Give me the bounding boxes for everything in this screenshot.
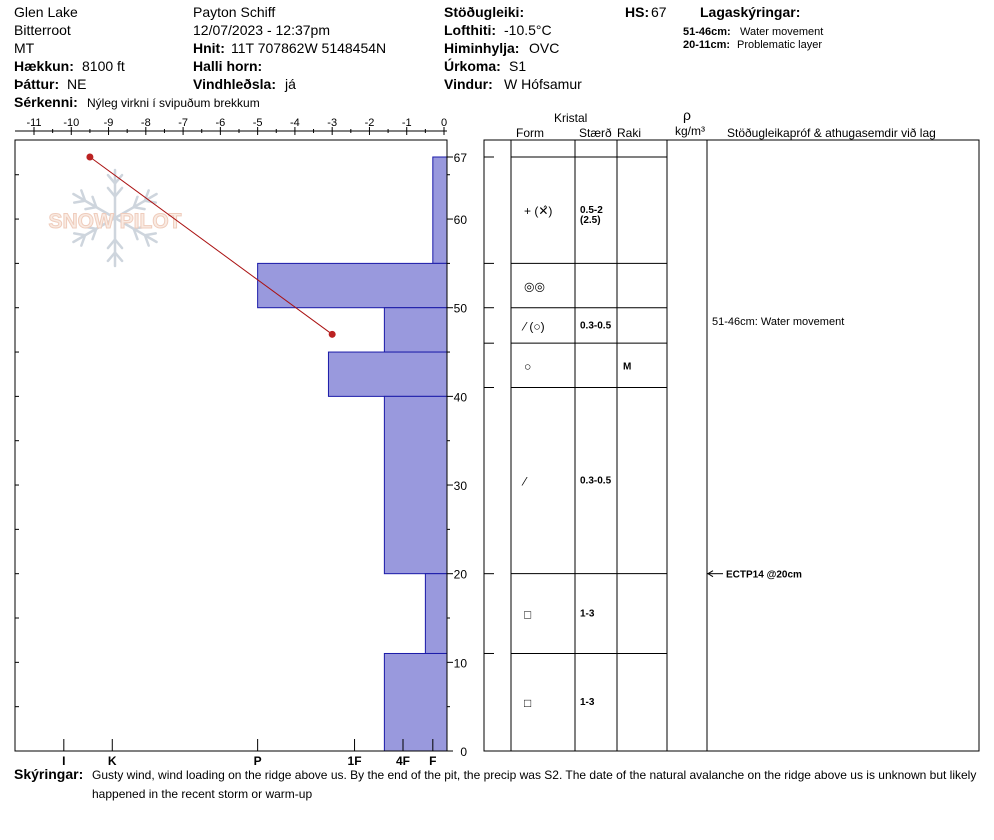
sky-value: OVC <box>529 40 560 56</box>
wind-loading-label: Vindhleðsla: <box>193 76 276 92</box>
temperature-line <box>89 156 333 335</box>
hardness-tick-label: 4F <box>396 754 410 768</box>
layer-size: 0.3-0.5 <box>580 476 612 487</box>
precip-label: Úrkoma: <box>444 58 501 74</box>
depth-tick-label: 40 <box>454 390 468 404</box>
depth-tick-label: 20 <box>454 568 468 582</box>
air-temp-label: Lofthiti: <box>444 22 497 38</box>
moisture-header: Raki <box>617 126 642 140</box>
temp-tick-label: -7 <box>178 117 188 129</box>
rho-header: ρ <box>683 107 691 123</box>
hardness-tick-label: P <box>254 754 262 768</box>
sky-label: Himinhylja: <box>444 40 520 56</box>
layer-table-frame <box>483 139 980 752</box>
depth-tick-label: 60 <box>454 213 468 227</box>
layer-note-range: 51-46cm: <box>683 26 731 38</box>
observer-name: Payton Schiff <box>193 4 276 20</box>
precip-value: S1 <box>509 58 527 74</box>
hardness-bar <box>383 307 448 353</box>
hardness-bar <box>257 262 448 309</box>
range-name: Bitterroot <box>14 22 71 38</box>
size-header: Stærð <box>579 126 612 140</box>
hardness-tick-label: F <box>429 754 436 768</box>
temp-tick-label: -9 <box>104 117 114 129</box>
hardness-bar <box>432 156 448 264</box>
aspect-value: NE <box>67 76 87 92</box>
wind-label: Vindur: <box>444 76 493 92</box>
temp-tick-label: -4 <box>290 117 300 129</box>
specifics-value: Nýleg virkni í svipuðum brekkum <box>87 96 260 110</box>
depth-tick-label: 50 <box>454 302 468 316</box>
coords-value: 11T 707862W 5148454N <box>231 40 387 56</box>
temp-tick-label: -11 <box>26 117 41 129</box>
temp-tick-label: -8 <box>141 117 151 129</box>
specifics-label: Sérkenni: <box>14 94 78 110</box>
layer-form: ◎◎ <box>524 280 545 294</box>
layer-form: □ <box>524 696 531 710</box>
aspect-label: Þáttur: <box>14 76 60 92</box>
temp-tick-label: -10 <box>63 117 79 129</box>
hs-label: HS: <box>625 4 650 20</box>
layer-note-text: Problematic layer <box>737 39 822 51</box>
depth-tick-label: 30 <box>454 479 468 493</box>
chart-frame <box>14 139 448 752</box>
observation-datetime: 12/07/2023 - 12:37pm <box>193 22 330 38</box>
layer-notes-title: Lagaskýringar: <box>700 4 801 20</box>
coords-label: Hnit: <box>193 40 225 56</box>
layer-note-text: Water movement <box>740 26 824 38</box>
wind-value: W Hófsamur <box>504 76 582 92</box>
layer-form: ○ <box>524 359 531 373</box>
hardness-bar <box>383 652 448 752</box>
comments-text: Gusty wind, wind loading on the ridge ab… <box>92 768 977 801</box>
comments-label: Skýringar: <box>14 766 84 782</box>
temp-tick-label: -5 <box>253 117 263 129</box>
stability-test-arrowhead <box>707 570 714 578</box>
hs-value: 67 <box>651 4 667 20</box>
svg-text:SNOW PILOT: SNOW PILOT <box>49 210 182 233</box>
layer-form: + (✕̂) <box>524 204 552 218</box>
temperature-point <box>86 153 94 161</box>
form-header: Form <box>516 126 544 140</box>
layer-note-range: 20-11cm: <box>683 39 731 51</box>
air-temp-value: -10.5°C <box>504 22 552 38</box>
temperature-point <box>328 330 336 338</box>
crystal-header: Kristal <box>554 111 588 125</box>
temp-tick-label: 0 <box>441 117 447 129</box>
depth-tick-label: 0 <box>460 745 467 759</box>
state-name: MT <box>14 40 35 56</box>
layer-size: 0.5-2 <box>580 205 603 216</box>
location-name: Glen Lake <box>14 4 78 20</box>
slope-label: Halli horn: <box>193 58 263 74</box>
stability-tests-header: Stöðugleikapróf & athugasemdir við lag <box>727 126 936 140</box>
snowpilot-watermark: SNOW PILOT <box>48 168 182 268</box>
layer-form: ⁄ (○) <box>521 319 545 333</box>
layer-size: 1-3 <box>580 697 595 708</box>
temp-tick-label: -3 <box>327 117 337 129</box>
layer-size: 1-3 <box>580 609 595 620</box>
layer-moisture: M <box>623 361 631 372</box>
hardness-tick-label: K <box>108 754 117 768</box>
depth-tick-label: 67 <box>454 151 468 165</box>
hardness-tick-label: I <box>62 754 65 768</box>
elevation-value: 8100 ft <box>82 58 125 74</box>
hardness-tick-label: 1F <box>348 754 362 768</box>
density-unit-header: kg/m³ <box>675 124 705 138</box>
stability-label: Stöðugleiki: <box>444 4 525 20</box>
stability-test-label: ECTP14 @20cm <box>726 570 802 581</box>
temp-tick-label: -1 <box>402 117 412 129</box>
hardness-bar <box>424 573 448 654</box>
layer-size: 0.3-0.5 <box>580 320 612 331</box>
depth-tick-label: 10 <box>454 656 468 670</box>
hardness-bar <box>383 395 448 575</box>
layer-form: ⁄ <box>521 475 528 489</box>
layer-comment: 51-46cm: Water movement <box>712 316 844 328</box>
elevation-label: Hækkun: <box>14 58 74 74</box>
temp-tick-label: -2 <box>365 117 375 129</box>
layer-form: □ <box>524 608 531 622</box>
hardness-bar <box>327 351 448 397</box>
layer-size: (2.5) <box>580 215 601 226</box>
wind-loading-value: já <box>285 76 296 92</box>
temp-tick-label: -6 <box>215 117 225 129</box>
